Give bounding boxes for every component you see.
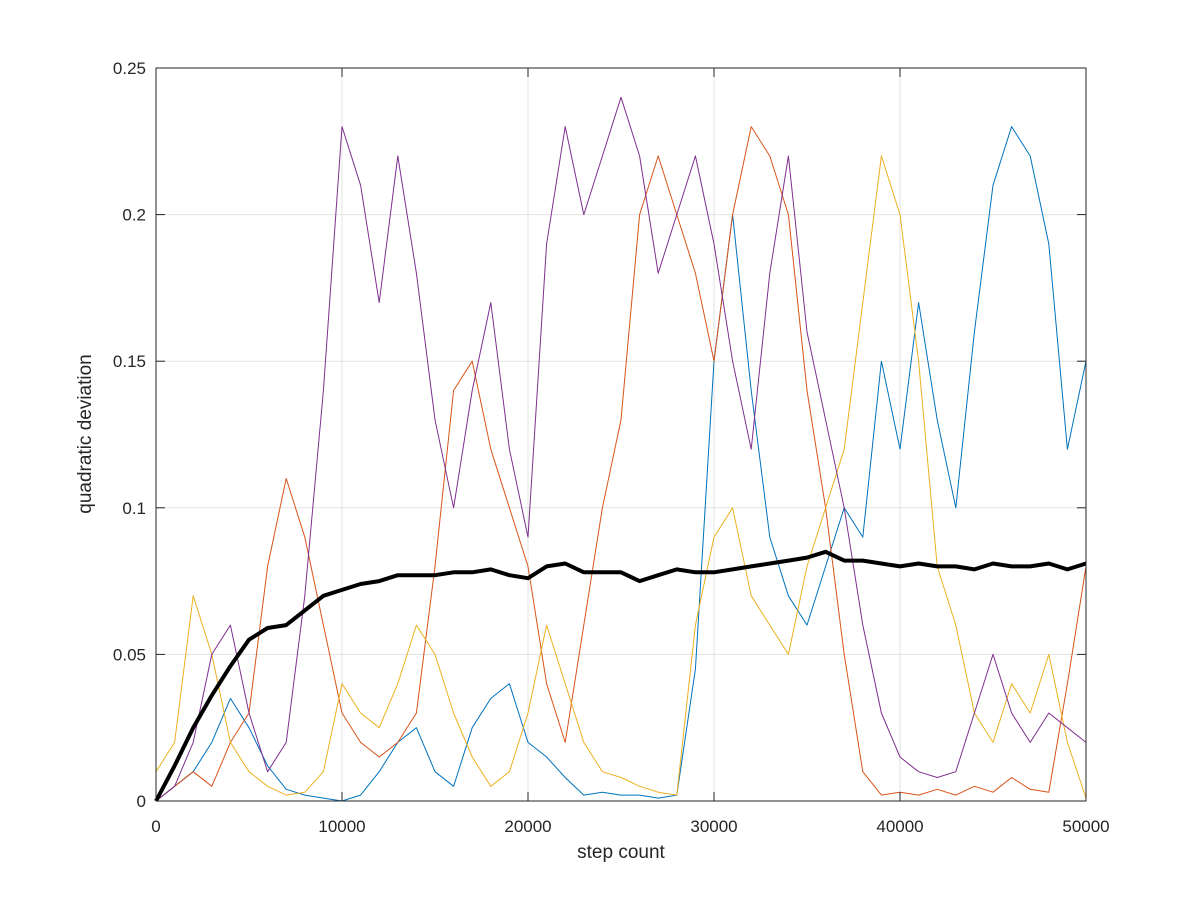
- x-tick-label: 30000: [690, 817, 737, 836]
- series-line-run-4: [155, 96, 1087, 802]
- series-line-run-2: [155, 126, 1087, 802]
- y-tick-label: 0.2: [122, 206, 146, 225]
- y-axis-label: quadratic deviation: [75, 354, 96, 514]
- y-tick-label: 0.1: [122, 499, 146, 518]
- ticks: 0 10000 20000 30000 40000 50000 0 0.05 0.1 0.15 0.…: [113, 59, 1110, 836]
- series-line-mean: [154, 549, 1087, 802]
- x-axis-label: step count: [577, 842, 665, 863]
- x-tick-label: 0: [151, 817, 160, 836]
- x-tick-label: 50000: [1062, 817, 1109, 836]
- y-tick-label: 0.05: [113, 645, 146, 664]
- grid: [156, 68, 1086, 801]
- x-tick-label: 20000: [504, 817, 551, 836]
- y-tick-label: 0.15: [113, 352, 146, 371]
- y-tick-label: 0: [137, 792, 146, 811]
- series-group: [154, 96, 1087, 802]
- plot-frame: [155, 67, 1087, 802]
- plot-background: [156, 68, 1086, 801]
- series-line-run-1: [155, 126, 1087, 802]
- series-line-run-3: [155, 155, 1087, 799]
- x-tick-label: 10000: [318, 817, 365, 836]
- y-tick-label: 0.25: [113, 59, 146, 78]
- x-tick-label: 40000: [876, 817, 923, 836]
